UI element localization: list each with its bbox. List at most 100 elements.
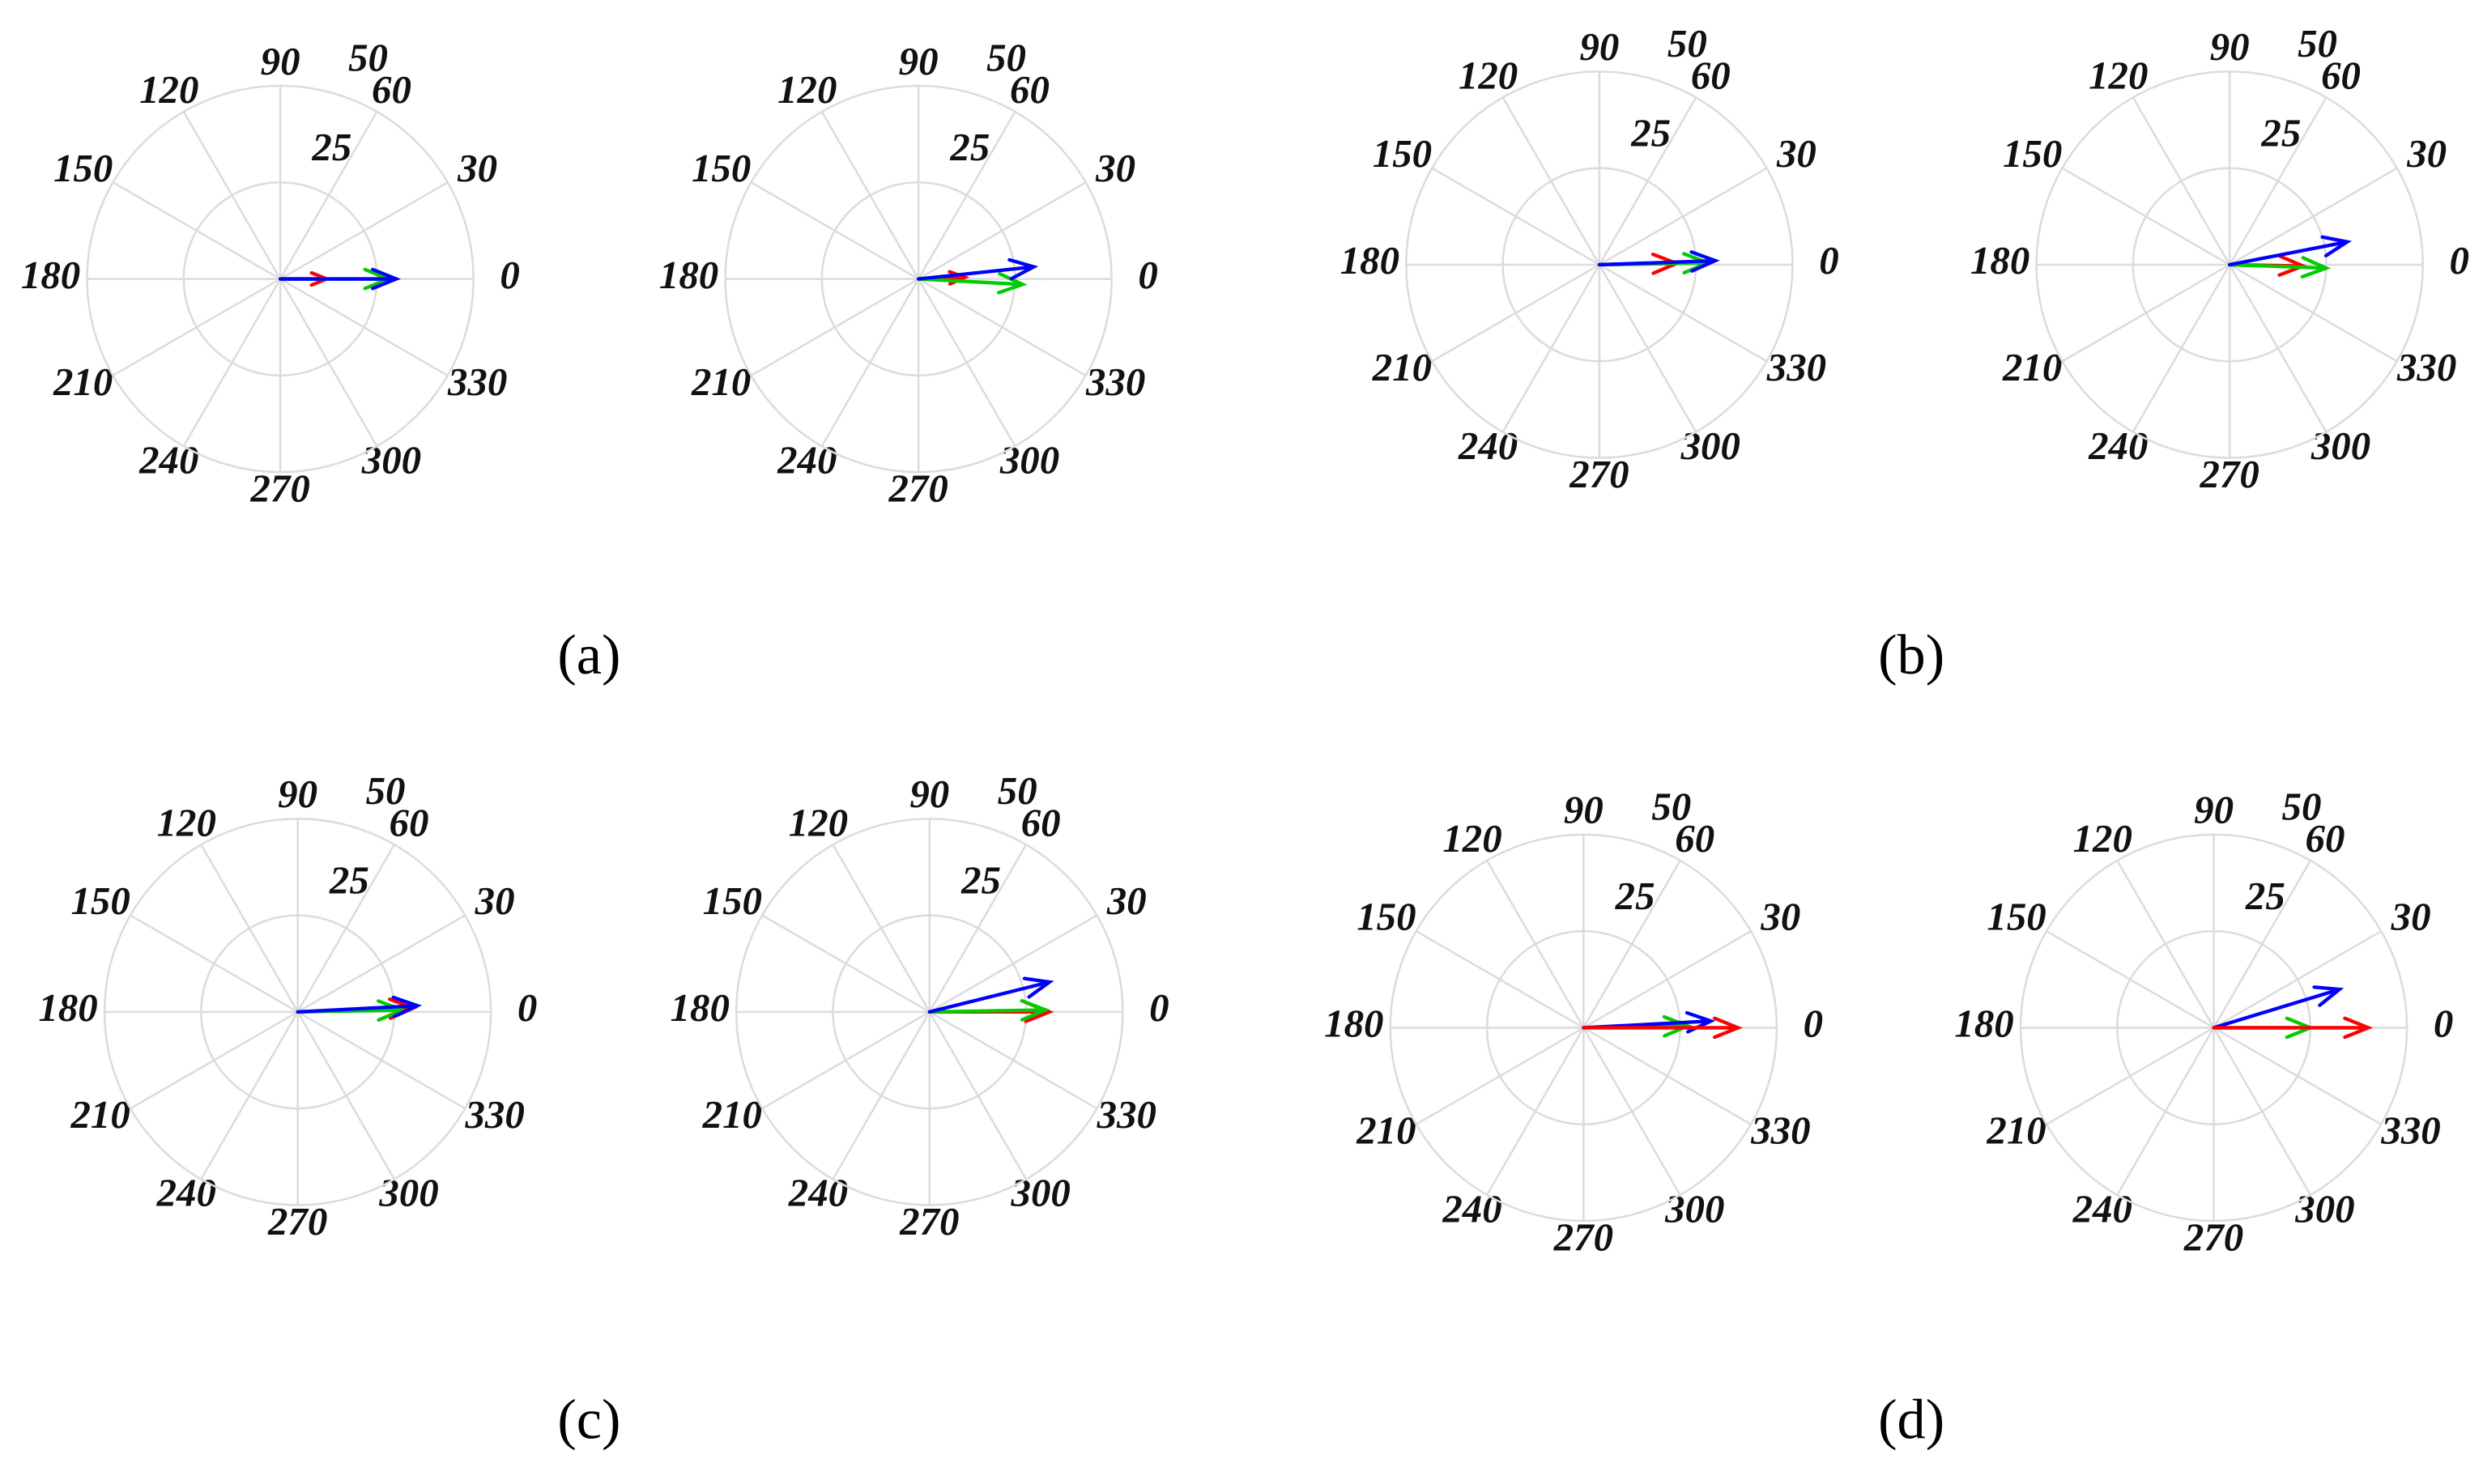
angle-label: 300	[1011, 1171, 1071, 1215]
radius-label: 25	[311, 125, 351, 169]
angle-label: 300	[2294, 1186, 2354, 1231]
angle-label: 270	[1569, 452, 1629, 496]
vector-arrow	[916, 257, 1039, 281]
radius-label: 50	[366, 768, 406, 813]
angle-label: 240	[2088, 423, 2148, 468]
radius-label: 50	[986, 35, 1026, 79]
angle-label: 0	[517, 985, 537, 1030]
angle-label: 270	[267, 1199, 327, 1244]
radius-label: 25	[949, 125, 990, 169]
angle-label: 210	[702, 1092, 762, 1137]
angle-label: 120	[777, 67, 837, 112]
angle-label: 210	[1986, 1108, 2046, 1153]
compass-plot: 0 30 60 90 120 150 180 210 240 270 300 330 25 50	[671, 768, 1169, 1244]
angle-label: 30	[1776, 131, 1816, 176]
angle-label: 330	[1097, 1092, 1156, 1137]
radial-grid	[103, 818, 492, 1206]
radial-grid	[2132, 167, 2328, 363]
angle-label: 180	[671, 985, 730, 1030]
angle-label: 240	[2072, 1186, 2132, 1231]
radial-grid	[724, 84, 1113, 474]
angle-label: 90	[278, 772, 317, 816]
angle-label: 90	[1579, 24, 1619, 69]
angle-label: 180	[1340, 238, 1399, 283]
vector-arrow	[2227, 235, 2352, 267]
angle-label: 30	[1760, 895, 1800, 939]
angle-label: 270	[888, 466, 948, 511]
angle-label: 150	[703, 878, 762, 923]
angle-label: 90	[2194, 788, 2234, 832]
angle-label: 270	[1553, 1215, 1613, 1260]
vector-arrow	[2227, 256, 2332, 279]
angle-label: 270	[2183, 1215, 2243, 1260]
angle-label: 240	[138, 437, 198, 482]
angle-label: 240	[1458, 423, 1518, 468]
angle-label: 150	[70, 878, 130, 923]
angle-label: 300	[999, 437, 1059, 482]
radius-label: 25	[329, 857, 369, 902]
angle-label: 240	[777, 437, 837, 482]
angle-label: 30	[475, 878, 515, 923]
radius-label: 25	[2260, 110, 2301, 155]
angle-label: 0	[1804, 1001, 1823, 1046]
panel-label: (c)	[557, 1388, 620, 1451]
angle-label: 180	[659, 253, 718, 297]
angle-label: 0	[2449, 238, 2468, 283]
angle-label: 90	[909, 772, 949, 816]
angle-label: 90	[261, 39, 300, 83]
angle-label: 90	[2210, 24, 2250, 69]
angle-label: 270	[249, 466, 309, 511]
radius-label: 25	[1630, 110, 1671, 155]
angle-label: 0	[500, 253, 519, 297]
angle-label: 210	[1372, 345, 1432, 389]
angle-label: 150	[1373, 131, 1432, 176]
compass-plot: 0 30 60 90 120 150 180 210 240 270 300 330 25 50	[1324, 784, 1823, 1259]
angle-label: 120	[1442, 816, 1501, 861]
angle-label: 300	[361, 437, 421, 482]
angle-label: 330	[1085, 359, 1145, 404]
angle-label: 180	[38, 985, 97, 1030]
angle-label: 300	[1680, 423, 1740, 468]
angle-label: 270	[2199, 452, 2259, 496]
angle-label: 0	[1819, 238, 1838, 283]
angle-label: 330	[464, 1092, 524, 1137]
angle-label: 90	[1564, 788, 1604, 832]
angle-label: 120	[1459, 53, 1518, 98]
angle-label: 30	[1095, 146, 1135, 190]
vector-arrow	[927, 999, 1050, 1022]
angle-label: 120	[157, 800, 216, 844]
vector-arrow	[1597, 250, 1720, 273]
radial-grid	[86, 84, 475, 474]
angle-label: 30	[1106, 878, 1147, 923]
radius-label: 50	[348, 35, 388, 79]
compass-plot: 0 30 60 90 120 150 180 210 240 270 300 330 25 50	[1340, 21, 1839, 496]
vector-arrow	[1582, 1016, 1743, 1040]
compass-plot: 0 30 60 90 120 150 180 210 240 270 300 330 25 50	[1970, 21, 2469, 496]
angle-label: 60	[1010, 67, 1050, 112]
angle-label: 60	[372, 67, 411, 112]
radius-label: 25	[1615, 874, 1655, 918]
angle-label: 150	[692, 146, 751, 190]
vector-arrow	[916, 271, 1028, 295]
angle-label: 180	[21, 253, 80, 297]
radius-label: 50	[2282, 784, 2322, 828]
compass-plot: 0 30 60 90 120 150 180 210 240 270 300 330 25 50	[21, 35, 520, 510]
angle-label: 0	[2434, 1001, 2453, 1046]
angle-label: 150	[53, 146, 113, 190]
angle-label: 210	[2002, 345, 2062, 389]
angle-label: 60	[2321, 53, 2361, 98]
angle-label: 30	[2406, 131, 2447, 176]
angle-label: 330	[1766, 345, 1826, 389]
radial-grid	[735, 818, 1124, 1206]
angle-label: 30	[457, 146, 497, 190]
angle-label: 210	[1356, 1108, 1416, 1153]
angle-label: 150	[2003, 131, 2062, 176]
radial-grid	[820, 181, 1016, 377]
angle-label: 210	[70, 1092, 130, 1137]
angle-label: 60	[2306, 816, 2345, 861]
angle-label: 330	[1750, 1108, 1810, 1153]
angle-label: 180	[1324, 1001, 1383, 1046]
angle-label: 240	[1442, 1186, 1501, 1231]
